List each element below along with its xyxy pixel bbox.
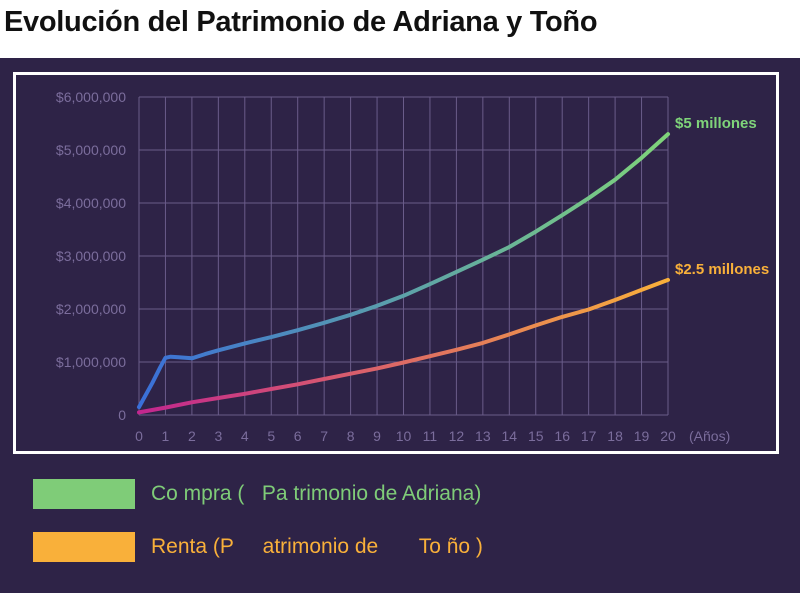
x-tick-label: 14	[502, 428, 518, 444]
y-tick-label: 0	[118, 407, 126, 423]
series-lines	[137, 132, 670, 415]
x-tick-label: 4	[241, 428, 249, 444]
legend-swatch-renta	[33, 532, 135, 562]
x-tick-label: 8	[347, 428, 355, 444]
y-tick-label: $5,000,000	[56, 142, 126, 158]
x-tick-label: 9	[373, 428, 381, 444]
x-tick-label: 17	[581, 428, 597, 444]
series-line-compra	[137, 132, 670, 410]
x-tick-label: 16	[554, 428, 570, 444]
legend-item-compra: Co mpra ( Pa trimonio de Adriana)	[33, 479, 481, 509]
chart-title: Evolución del Patrimonio de Adriana y To…	[4, 6, 598, 38]
end-label-compra: $5 millones	[675, 115, 757, 132]
x-tick-label: 6	[294, 428, 302, 444]
series-line-renta	[137, 277, 670, 415]
x-tick-label: 19	[634, 428, 650, 444]
x-tick-label: 12	[449, 428, 465, 444]
series-end-labels: $5 millones $2.5 millones	[675, 115, 769, 278]
y-axis-ticks: 0 $1,000,000 $2,000,000 $3,000,000 $4,000,00…	[56, 89, 126, 423]
x-tick-label: 2	[188, 428, 196, 444]
x-tick-label: 5	[267, 428, 275, 444]
x-tick-label: 7	[320, 428, 328, 444]
y-tick-label: $6,000,000	[56, 89, 126, 105]
gridlines	[138, 96, 669, 416]
x-tick-label: 0	[135, 428, 143, 444]
x-tick-label: 13	[475, 428, 491, 444]
legend-label-renta: Renta (P atrimonio de To ño )	[151, 535, 483, 558]
x-axis-ticks: 0 1 2 3 4 5 6 7 8 9 10 11 12 13 14 15 16 17 18 19 20	[135, 428, 676, 444]
y-tick-label: $3,000,000	[56, 248, 126, 264]
x-tick-label: 1	[162, 428, 170, 444]
y-tick-label: $4,000,000	[56, 195, 126, 211]
x-tick-label: 3	[214, 428, 222, 444]
x-tick-label: 20	[660, 428, 676, 444]
x-tick-label: 18	[607, 428, 623, 444]
x-axis-label: (Años)	[689, 428, 730, 444]
legend-label-compra: Co mpra ( Pa trimonio de Adriana)	[151, 482, 482, 505]
x-tick-label: 11	[423, 428, 438, 444]
y-tick-label: $2,000,000	[56, 301, 126, 317]
legend-swatch-compra	[33, 479, 135, 509]
y-tick-label: $1,000,000	[56, 354, 126, 370]
plot-frame	[13, 72, 779, 454]
x-tick-label: 15	[528, 428, 544, 444]
end-label-renta: $2.5 millones	[675, 261, 769, 278]
legend-item-renta: Renta (P atrimonio de To ño )	[33, 532, 483, 562]
x-tick-label: 10	[396, 428, 412, 444]
